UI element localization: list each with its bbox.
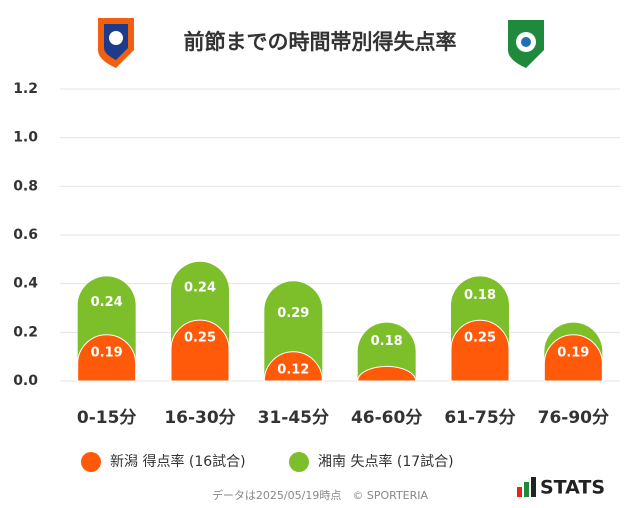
bar-segment (357, 365, 417, 382)
value-label: 0.25 (464, 331, 496, 346)
away-logo (508, 20, 544, 68)
y-tick-label: 1.2 (13, 81, 38, 97)
value-label: 0.19 (91, 345, 123, 360)
legend-label: 新潟 得点率 (16試合) (110, 453, 246, 470)
bar-segment (543, 334, 603, 382)
y-tick-label: 1.0 (13, 130, 38, 146)
x-tick-label: 31-45分 (258, 408, 329, 428)
value-label: 0.19 (557, 345, 589, 360)
bar-segment (170, 319, 230, 382)
value-label: 0.18 (464, 288, 496, 303)
x-tick-label: 76-90分 (538, 408, 609, 428)
legend-label: 湘南 失点率 (17試合) (318, 453, 454, 470)
legend-marker (289, 452, 309, 472)
x-tick-label: 16-30分 (164, 408, 235, 428)
bar-segment (450, 319, 510, 382)
y-tick-label: 0.6 (13, 227, 38, 243)
y-tick-label: 0.0 (13, 373, 38, 389)
value-label: 0.24 (184, 280, 216, 295)
value-label: 0.12 (277, 362, 309, 377)
bar-segment (357, 322, 416, 381)
y-tick-label: 0.4 (13, 276, 38, 292)
y-tick-label: 0.2 (13, 324, 38, 340)
footer: データは2025/05/19時点 © SPORTERIA (212, 488, 429, 502)
y-tick-label: 0.8 (13, 178, 38, 194)
value-label: 0.25 (184, 331, 216, 346)
brand: STATS (540, 477, 605, 499)
value-label: 0.18 (371, 334, 403, 349)
value-label: 0.24 (91, 295, 123, 310)
legend-marker (81, 452, 101, 472)
x-tick-label: 0-15分 (77, 408, 137, 428)
bar-segment (77, 334, 137, 382)
x-tick-label: 46-60分 (351, 408, 422, 428)
bar-segment (263, 351, 323, 382)
brand-logo (517, 477, 536, 497)
value-label: 0.29 (277, 306, 309, 321)
x-tick-label: 61-75分 (444, 408, 515, 428)
chart-title: 前節までの時間帯別得失点率 (184, 30, 457, 54)
home-logo (98, 18, 134, 68)
